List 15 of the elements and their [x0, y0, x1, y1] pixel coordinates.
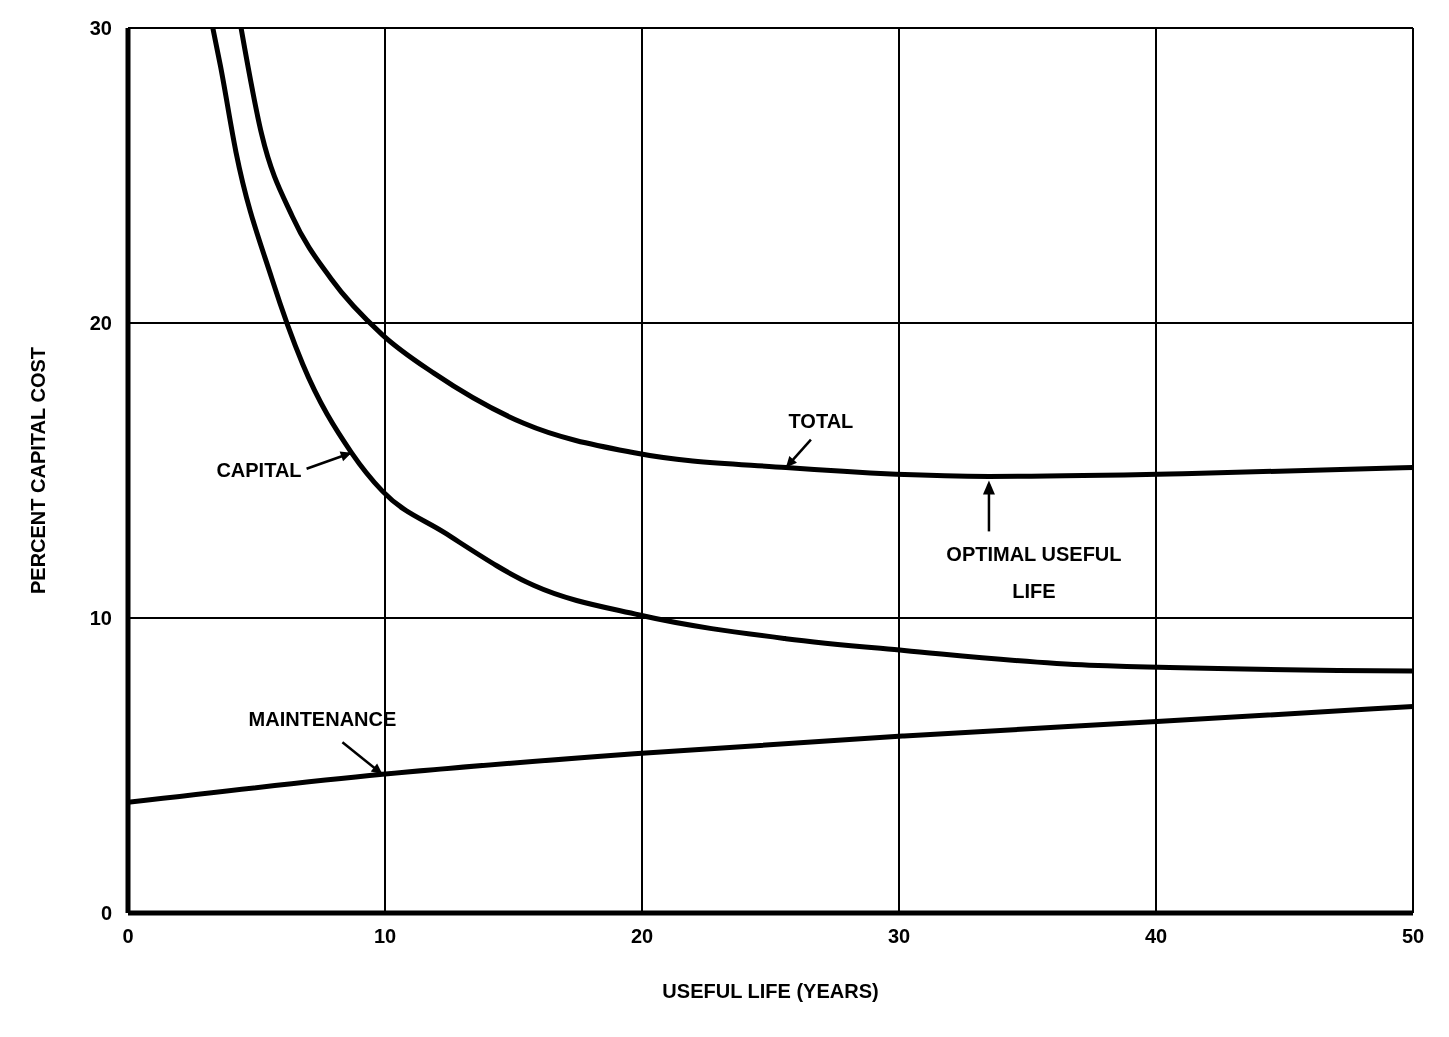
annotation: OPTIMAL USEFUL LIFE	[946, 543, 1122, 603]
y-tick-label: 0	[100, 902, 112, 925]
x-tick-label: 20	[630, 925, 654, 948]
y-tick-label: 20	[89, 312, 112, 335]
legend-label: CAPITAL	[216, 458, 302, 481]
x-tick-label: 10	[373, 925, 397, 948]
x-tick-label: 0	[122, 925, 134, 948]
x-tick-label: 50	[1401, 925, 1425, 948]
x-axis-title: USEFUL LIFE (YEARS)	[662, 980, 879, 1002]
y-tick-label: 30	[89, 17, 112, 40]
y-axis-title: PERCENT CAPITAL COST	[27, 346, 50, 595]
x-tick-label: 30	[887, 925, 911, 948]
x-tick-label: 40	[1144, 925, 1168, 948]
y-tick-label: 10	[89, 607, 112, 630]
series-label: TOTAL	[788, 409, 854, 432]
